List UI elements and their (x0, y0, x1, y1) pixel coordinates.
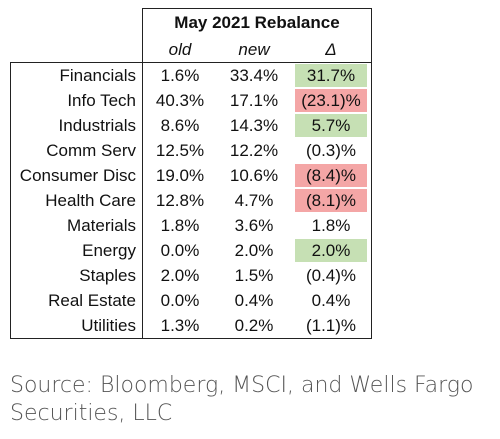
table-row: Financials 1.6% 33.4% 31.7% (10, 62, 372, 88)
delta-value: (8.4)% (295, 164, 367, 187)
delta-cell: 0.4% (291, 288, 372, 313)
old-weight-cell: 40.3% (142, 88, 217, 113)
sector-label: Real Estate (10, 288, 143, 313)
delta-value: 31.7% (295, 64, 367, 87)
delta-cell: (0.3)% (291, 138, 372, 163)
delta-value: (8.1)% (295, 189, 367, 212)
new-weight-cell: 0.2% (217, 313, 291, 339)
sector-label: Info Tech (10, 88, 143, 113)
delta-value: (0.4)% (305, 266, 357, 285)
rebalance-table-container: May 2021 Rebalance old new Δ Financials 1… (10, 8, 372, 339)
new-weight-cell: 14.3% (229, 116, 279, 135)
delta-value: 5.7% (295, 114, 367, 137)
sector-label: Utilities (10, 313, 143, 339)
delta-value: (23.1)% (295, 89, 367, 112)
delta-value: 2.0% (295, 239, 367, 262)
sector-label: Staples (10, 263, 143, 288)
new-weight-cell: 2.0% (234, 241, 274, 260)
sector-label: Health Care (10, 188, 143, 213)
sector-label: Financials (10, 62, 143, 88)
header-blank-cell (11, 37, 143, 63)
old-weight-cell: 12.5% (142, 138, 217, 163)
new-weight-cell: 4.7% (234, 191, 274, 210)
delta-value: 1.8% (311, 216, 351, 235)
new-weight-cell: 0.4% (234, 291, 274, 310)
old-weight-cell: 2.0% (142, 263, 217, 288)
table-title-row: May 2021 Rebalance (11, 8, 372, 38)
table-row: Info Tech 40.3% 17.1% (23.1)% (10, 88, 372, 113)
old-weight-cell: 0.0% (142, 288, 217, 313)
table-header-row: old new Δ (11, 37, 372, 63)
delta-cell: 1.8% (291, 213, 372, 238)
delta-cell: 2.0% (291, 238, 372, 263)
old-weight-cell: 1.8% (142, 213, 217, 238)
header-old: old (142, 37, 217, 63)
table-row: Consumer Disc 19.0% 10.6% (8.4)% (10, 163, 372, 188)
delta-value: (1.1)% (305, 316, 357, 335)
table-row: Health Care 12.8% 4.7% (8.1)% (10, 188, 372, 213)
table-row: Staples 2.0% 1.5% (0.4)% (10, 263, 372, 288)
delta-cell: 31.7% (291, 62, 372, 88)
delta-cell: (8.4)% (291, 163, 372, 188)
header-delta: Δ (291, 37, 372, 63)
old-weight-cell: 1.3% (142, 313, 217, 339)
new-weight-cell: 33.4% (229, 66, 279, 85)
new-weight-cell: 17.1% (229, 91, 279, 110)
sector-label: Comm Serv (10, 138, 143, 163)
old-weight-cell: 8.6% (142, 113, 217, 138)
sector-label: Materials (10, 213, 143, 238)
sector-label: Consumer Disc (10, 163, 143, 188)
table-title: May 2021 Rebalance (142, 8, 372, 37)
delta-cell: 5.7% (291, 113, 372, 138)
sector-label: Energy (10, 238, 143, 263)
corner-blank-cell (11, 9, 143, 38)
delta-cell: (1.1)% (291, 313, 372, 339)
table-row: Energy 0.0% 2.0% 2.0% (10, 238, 372, 263)
delta-cell: (23.1)% (291, 88, 372, 113)
old-weight-cell: 0.0% (142, 238, 217, 263)
old-weight-cell: 1.6% (142, 62, 217, 88)
new-weight-cell: 1.5% (234, 266, 274, 285)
table-row: Real Estate 0.0% 0.4% 0.4% (10, 288, 372, 313)
old-weight-cell: 12.8% (142, 188, 217, 213)
header-new: new (217, 37, 291, 63)
delta-value: 0.4% (311, 291, 351, 310)
source-note: Source: Bloomberg, MSCI, and Wells Fargo… (10, 373, 474, 426)
sector-label: Industrials (10, 113, 143, 138)
table-row: Industrials 8.6% 14.3% 5.7% (10, 113, 372, 138)
delta-value: (0.3)% (305, 141, 357, 160)
rebalance-table-body: May 2021 Rebalance old new Δ Financials 1… (10, 8, 372, 339)
delta-cell: (0.4)% (291, 263, 372, 288)
table-row: Materials 1.8% 3.6% 1.8% (10, 213, 372, 238)
new-weight-cell: 12.2% (229, 141, 279, 160)
new-weight-cell: 3.6% (234, 216, 274, 235)
table-row: Comm Serv 12.5% 12.2% (0.3)% (10, 138, 372, 163)
new-weight-cell: 10.6% (229, 166, 279, 185)
table-row: Utilities 1.3% 0.2% (1.1)% (10, 313, 372, 339)
rebalance-table: May 2021 Rebalance old new Δ Financials 1… (10, 8, 372, 339)
old-weight-cell: 19.0% (142, 163, 217, 188)
delta-cell: (8.1)% (291, 188, 372, 213)
